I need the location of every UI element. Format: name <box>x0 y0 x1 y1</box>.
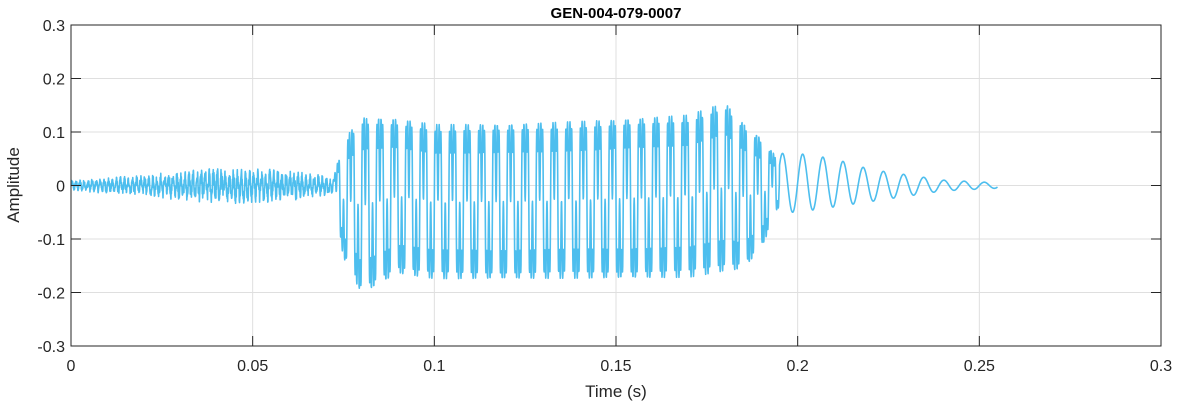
y-axis-label: Amplitude <box>4 147 23 223</box>
tick-layer: 0 0.05 0.1 0.15 0.2 0.25 0.3 -0.3 -0.2 -0.1 0 0.1 0.… <box>37 18 1172 375</box>
x-tick-label: 0.3 <box>1150 358 1172 375</box>
y-tick-label: 0.2 <box>43 72 65 89</box>
waveform-series-line <box>70 105 999 290</box>
x-tick-label: 0.2 <box>787 358 809 375</box>
x-tick-label: 0 <box>67 358 76 375</box>
chart-title: GEN-004-079-0007 <box>551 5 682 22</box>
y-tick-label: 0.1 <box>43 125 65 142</box>
x-axis-label: Time (s) <box>585 382 647 401</box>
series-layer <box>70 105 999 290</box>
y-tick-label: -0.3 <box>37 339 65 356</box>
y-tick-label: 0 <box>56 179 65 196</box>
x-tick-label: 0.05 <box>237 358 268 375</box>
x-tick-label: 0.25 <box>964 358 995 375</box>
y-tick-label: -0.2 <box>37 286 65 303</box>
x-tick-label: 0.15 <box>600 358 631 375</box>
x-tick-label: 0.1 <box>423 358 445 375</box>
y-tick-label: -0.1 <box>37 232 65 249</box>
y-tick-label: 0.3 <box>43 18 65 35</box>
